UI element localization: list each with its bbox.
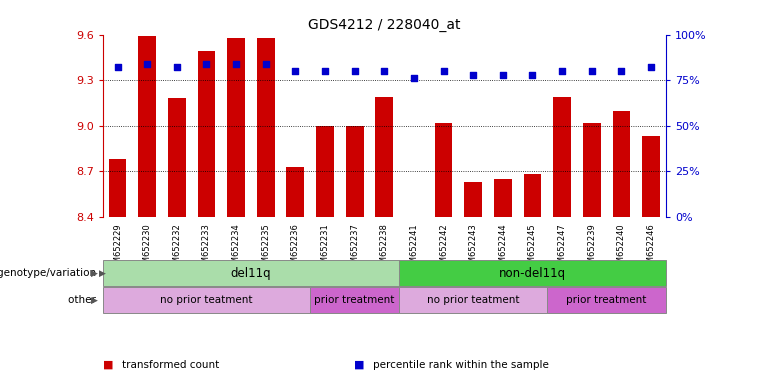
Bar	[399, 287, 547, 313]
Point	[438, 68, 450, 74]
Text: other: other	[68, 295, 99, 305]
Bar	[345, 126, 364, 217]
Point	[111, 65, 123, 71]
Text: prior treatment: prior treatment	[314, 295, 395, 305]
Point	[378, 68, 390, 74]
Bar	[642, 136, 660, 217]
Point	[349, 68, 361, 74]
Point	[200, 61, 212, 67]
Bar	[547, 287, 666, 313]
Bar	[316, 126, 334, 217]
Point	[141, 61, 153, 67]
Text: genotype/variation: genotype/variation	[0, 268, 99, 278]
Bar	[494, 179, 511, 217]
Text: non-del11q: non-del11q	[499, 266, 566, 280]
Point	[527, 72, 539, 78]
Bar	[524, 174, 541, 217]
Point	[408, 75, 420, 81]
Bar	[583, 123, 600, 217]
Text: percentile rank within the sample: percentile rank within the sample	[373, 360, 549, 370]
Bar	[613, 111, 630, 217]
Point	[616, 68, 628, 74]
Bar	[109, 159, 126, 217]
Bar	[464, 182, 482, 217]
Bar	[310, 287, 399, 313]
Bar	[257, 38, 275, 217]
Bar	[435, 123, 453, 217]
Point	[260, 61, 272, 67]
Text: ■: ■	[354, 360, 365, 370]
Text: ■: ■	[103, 360, 113, 370]
Bar	[198, 51, 215, 217]
Point	[230, 61, 242, 67]
Text: ▶: ▶	[99, 268, 106, 278]
Title: GDS4212 / 228040_at: GDS4212 / 228040_at	[308, 18, 460, 32]
Text: transformed count: transformed count	[122, 360, 219, 370]
Bar	[228, 38, 245, 217]
Bar	[375, 97, 393, 217]
Bar	[103, 287, 310, 313]
Text: prior treatment: prior treatment	[566, 295, 647, 305]
Point	[319, 68, 331, 74]
Point	[467, 72, 479, 78]
Bar	[286, 167, 304, 217]
Point	[586, 68, 598, 74]
Bar	[139, 36, 156, 217]
Text: no prior teatment: no prior teatment	[161, 295, 253, 305]
Text: ▶: ▶	[91, 268, 97, 278]
Point	[170, 65, 183, 71]
Text: ▶: ▶	[91, 295, 97, 305]
Point	[289, 68, 301, 74]
Point	[497, 72, 509, 78]
Bar	[553, 97, 571, 217]
Point	[645, 65, 658, 71]
Bar	[399, 260, 666, 286]
Bar	[168, 98, 186, 217]
Bar	[103, 260, 399, 286]
Text: no prior teatment: no prior teatment	[427, 295, 520, 305]
Point	[556, 68, 568, 74]
Text: del11q: del11q	[231, 266, 271, 280]
